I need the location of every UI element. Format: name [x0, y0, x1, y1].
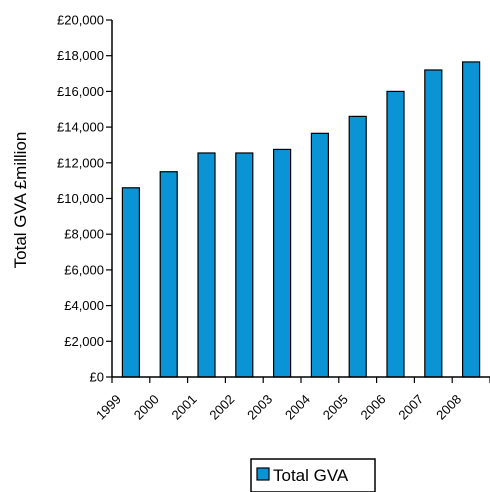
bar-1999	[121, 187, 141, 378]
bar-2004	[310, 132, 329, 378]
y-axis-title: Total GVA £million	[11, 132, 30, 269]
y-tick-label: £2,000	[64, 334, 104, 349]
x-tick-label: 2004	[282, 392, 313, 423]
x-tick-label: 2003	[244, 392, 275, 423]
y-tick-label: £8,000	[64, 227, 104, 242]
legend-label: Total GVA	[273, 466, 349, 485]
bar-2007	[424, 69, 443, 378]
y-tick-label: £16,000	[57, 84, 104, 99]
x-tick-label: 1999	[93, 392, 124, 423]
bar-2000	[159, 171, 178, 378]
axes	[111, 20, 490, 378]
bar-2008	[462, 61, 481, 378]
bar-2002	[235, 152, 254, 378]
y-tick-label: £4,000	[64, 298, 104, 313]
y-tick-label: £0	[90, 370, 104, 385]
y-tick-label: £10,000	[57, 191, 104, 206]
bar-2005	[348, 115, 367, 378]
legend: Total GVA	[250, 458, 376, 492]
x-tick-label: 2008	[433, 392, 464, 423]
x-tick-label: 2001	[169, 392, 200, 423]
y-tick-label: £18,000	[57, 48, 104, 63]
bar-2001	[197, 152, 216, 378]
x-axis-ticks: 1999 2000 2001 2002 2003 2004 2005 2006 2007 2008	[93, 377, 490, 423]
y-tick-label: £14,000	[57, 120, 104, 135]
x-tick-label: 2007	[395, 392, 426, 423]
y-tick-label: £6,000	[64, 262, 104, 277]
y-axis-ticks: £0 £2,000 £4,000 £6,000 £8,000 £10,000 £12,000…	[57, 13, 112, 385]
y-tick-label: £12,000	[57, 155, 104, 170]
x-tick-label: 2000	[131, 392, 162, 423]
legend-swatch	[256, 467, 270, 481]
x-tick-label: 2002	[206, 392, 237, 423]
bar-series	[121, 61, 481, 378]
x-tick-label: 2006	[358, 392, 389, 423]
bar-2006	[386, 90, 405, 378]
y-tick-label: £20,000	[57, 13, 104, 28]
legend-box	[250, 458, 376, 492]
bar-2003	[273, 148, 292, 378]
x-tick-label: 2005	[320, 392, 351, 423]
